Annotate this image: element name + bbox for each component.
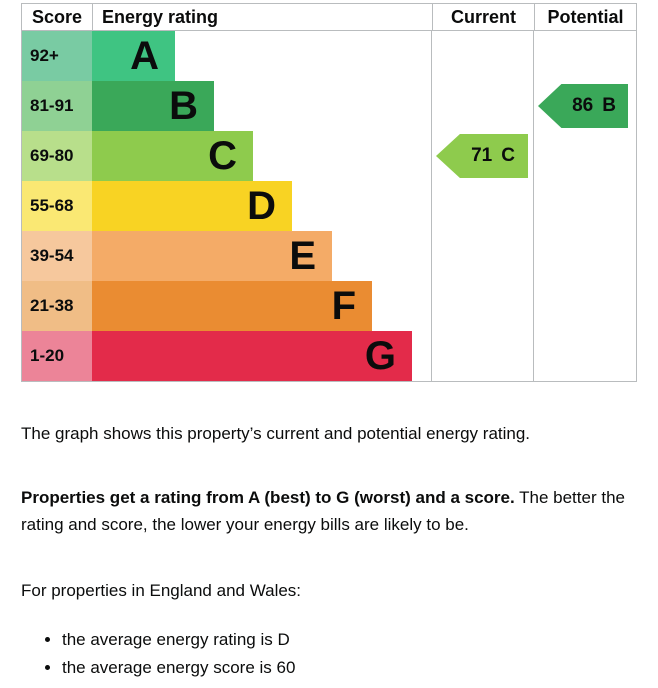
band-score-c: 69-80 (22, 131, 92, 181)
band-score-b: 81-91 (22, 81, 92, 131)
england-wales-heading: For properties in England and Wales: (21, 581, 302, 600)
band-row-f: 21-38 F (22, 281, 372, 331)
average-stat-item-2: the average energy score is 60 (62, 654, 637, 682)
current-column-divider (431, 31, 432, 381)
band-row-e: 39-54 E (22, 231, 332, 281)
band-row-g: 1-20 G (22, 331, 412, 381)
band-row-d: 55-68 D (22, 181, 292, 231)
rating-explainer-rest: The better the rating and score, the low… (21, 488, 625, 534)
band-score-d: 55-68 (22, 181, 92, 231)
average-stat-item-1: the average energy rating is D (62, 626, 637, 654)
rating-explainer-text: Properties get a rating from A (best) to… (21, 484, 637, 538)
current-rating-arrow: 71 C (436, 134, 528, 178)
potential-rating-arrow-band-letter: B (602, 95, 616, 116)
band-bar-b: B (92, 81, 214, 131)
epc-chart-body: 92+ A 81-91 B 69-80 C 55-68 D 39-54 E 21-38 F 1-20 G 7… (22, 31, 636, 381)
band-bar-g: G (92, 331, 412, 381)
band-bar-a: A (92, 31, 175, 81)
explanatory-text: The graph shows this property’s current … (21, 420, 637, 682)
potential-column-divider (533, 31, 534, 381)
band-bar-f: F (92, 281, 372, 331)
rating-explainer-bold: Properties get a rating from A (best) to… (21, 488, 515, 507)
average-stats-list: the average energy rating is Dthe averag… (21, 626, 637, 682)
band-bar-d: D (92, 181, 292, 231)
epc-rating-chart: Score Energy rating Current Potential 92… (21, 3, 637, 382)
band-score-a: 92+ (22, 31, 92, 81)
column-header-potential: Potential (534, 4, 636, 30)
column-header-current: Current (432, 4, 534, 30)
band-bar-e: E (92, 231, 332, 281)
potential-rating-arrow: 86 B (538, 84, 628, 128)
band-score-g: 1-20 (22, 331, 92, 381)
band-score-e: 39-54 (22, 231, 92, 281)
current-rating-arrow-band-letter: C (501, 145, 515, 166)
band-row-b: 81-91 B (22, 81, 214, 131)
graph-intro-text: The graph shows this property’s current … (21, 424, 531, 443)
epc-chart-header: Score Energy rating Current Potential (22, 4, 636, 31)
band-bar-c: C (92, 131, 253, 181)
potential-rating-arrow-score: 86 (572, 95, 594, 116)
band-row-a: 92+ A (22, 31, 175, 81)
current-rating-arrow-score: 71 (471, 145, 493, 166)
band-score-f: 21-38 (22, 281, 92, 331)
column-header-energy-rating: Energy rating (92, 4, 432, 30)
band-row-c: 69-80 C (22, 131, 253, 181)
column-header-score: Score (31, 6, 83, 27)
